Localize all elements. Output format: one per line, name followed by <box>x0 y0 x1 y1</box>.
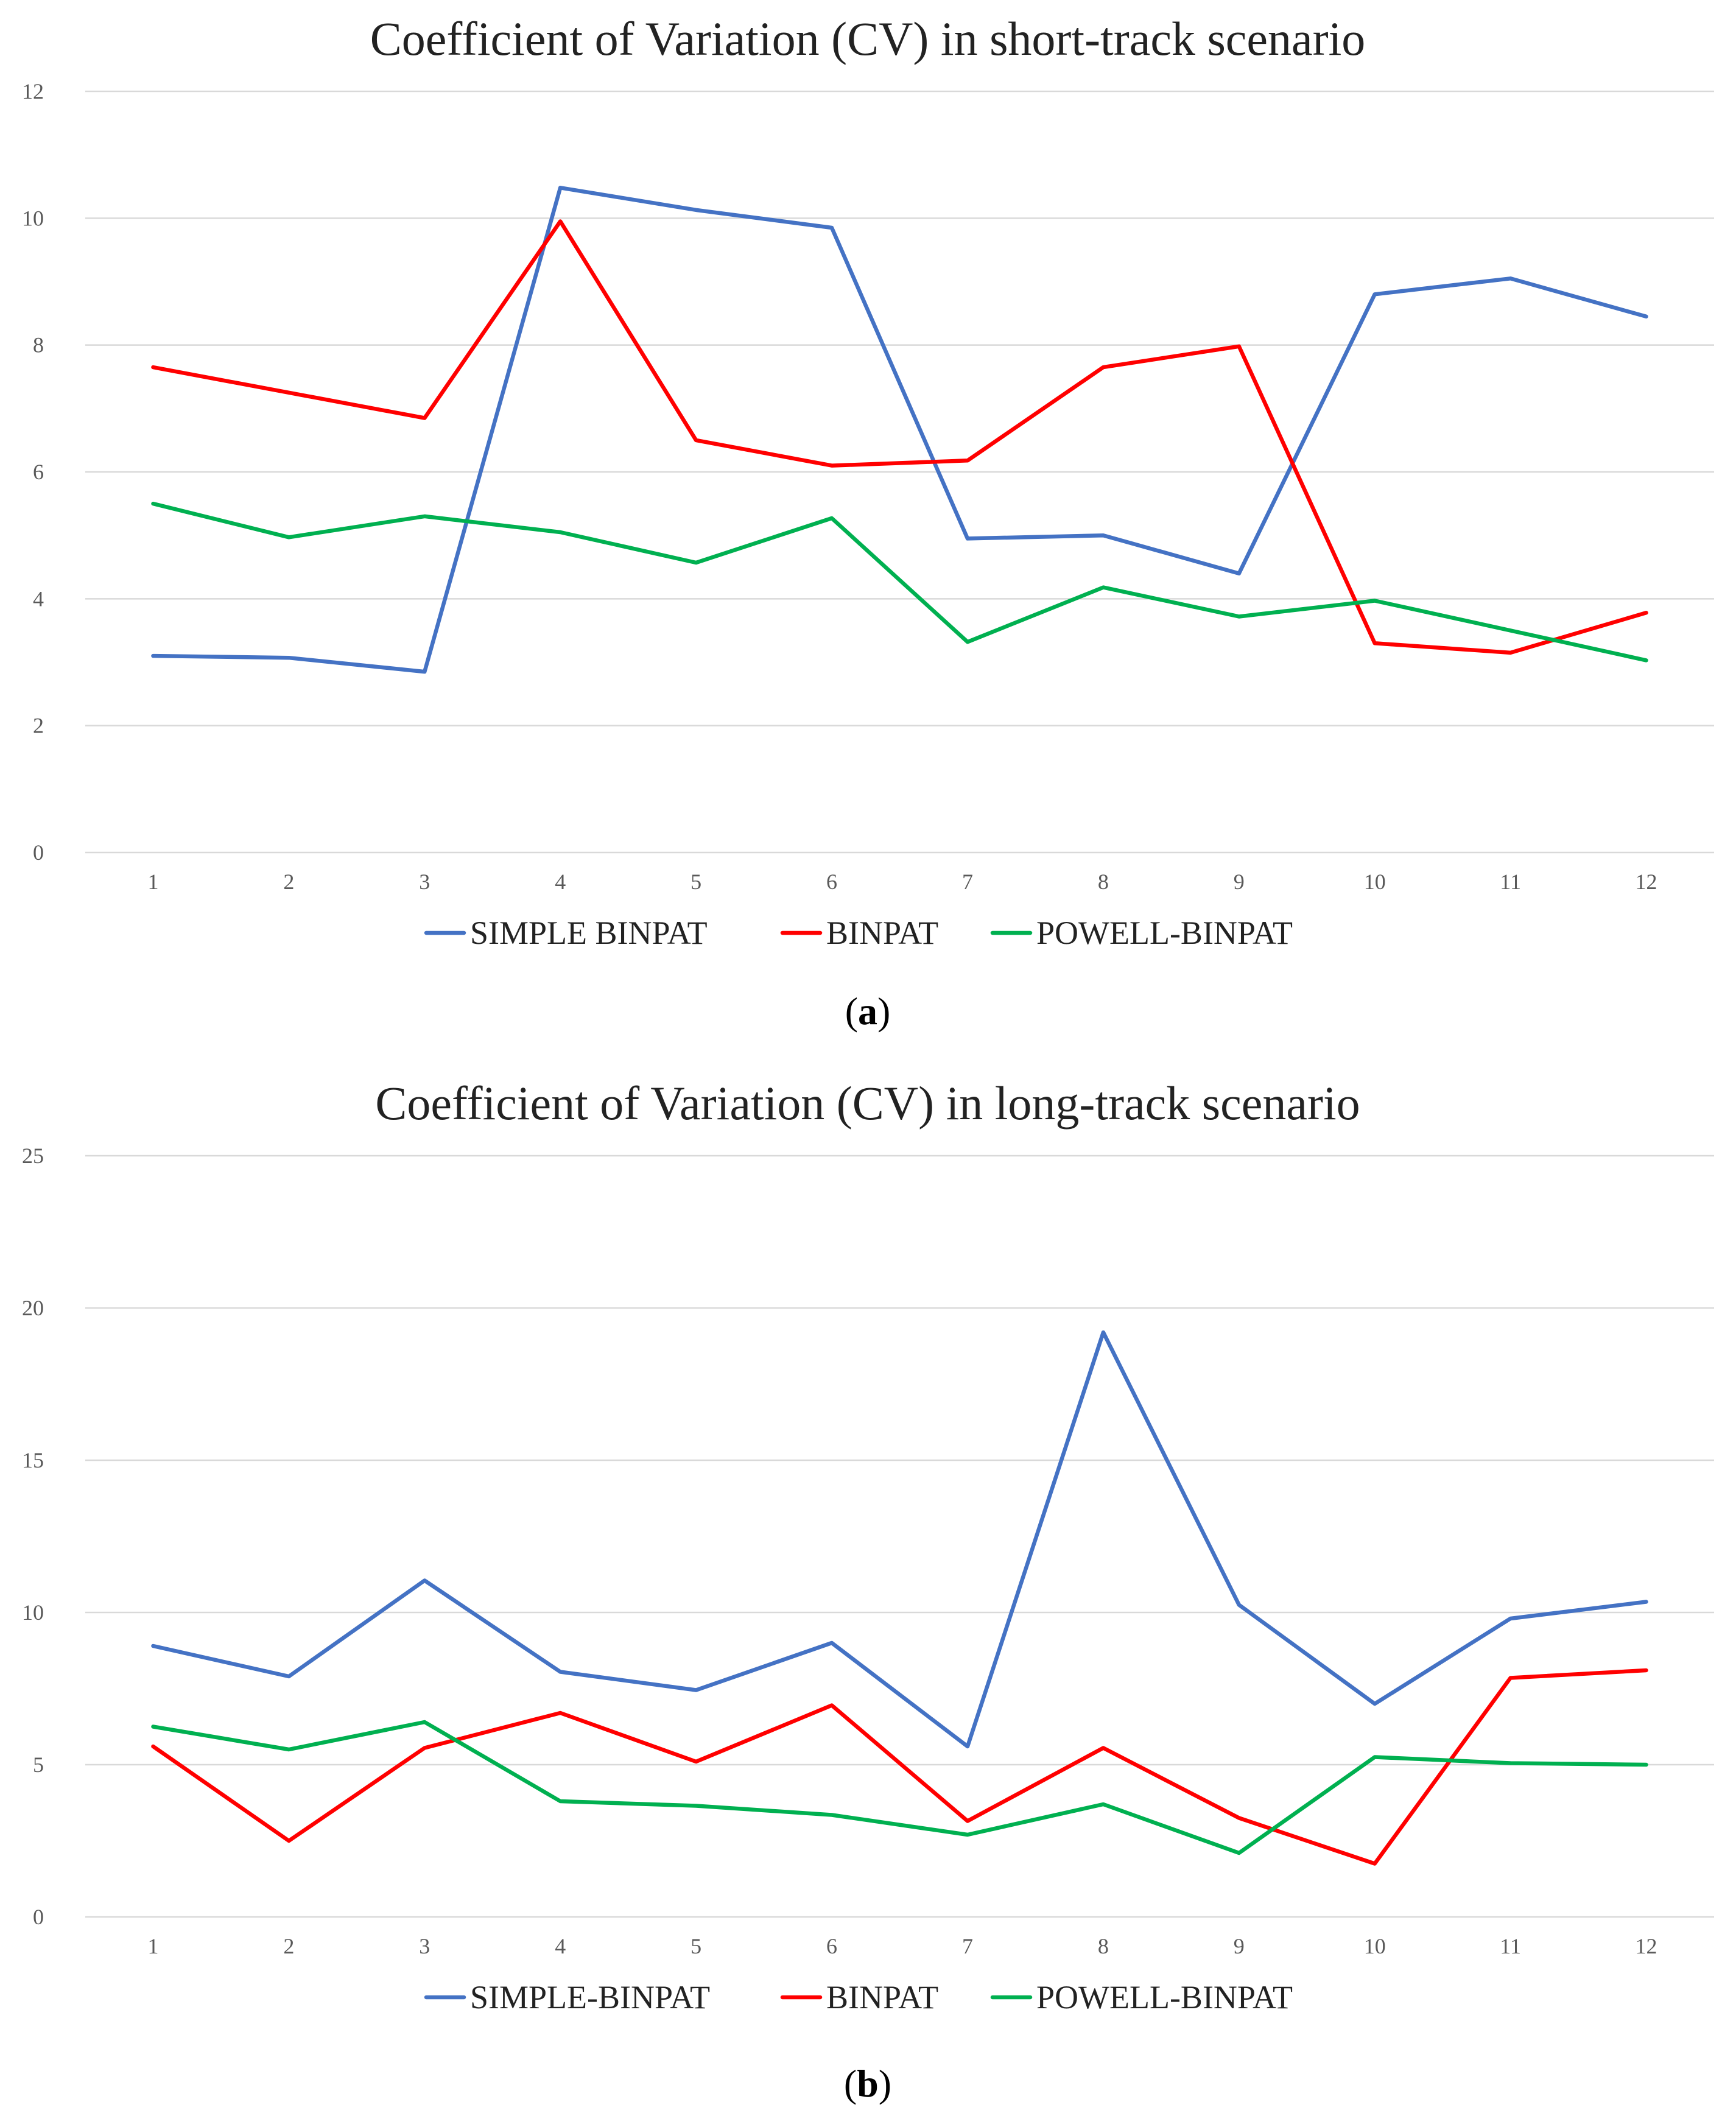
chart-a-y-tick-label: 4 <box>33 586 44 611</box>
chart-a-legend-label: BINPAT <box>826 915 938 951</box>
chart-a-y-tick-label: 0 <box>33 840 44 865</box>
chart-b-series <box>151 1330 1648 1866</box>
chart-b-y-tick-label: 0 <box>33 1905 44 1929</box>
chart-a-gridlines <box>85 90 1714 854</box>
chart-b-y-tick-label: 5 <box>33 1753 44 1777</box>
chart-a-legend-label: SIMPLE BINPAT <box>470 915 708 951</box>
chart-a-y-tick-label: 8 <box>33 333 44 357</box>
chart-a-y-axis: 0 2 4 6 8 10 12 <box>22 79 44 865</box>
chart-b-y-tick-label: 10 <box>22 1600 44 1625</box>
chart-b-x-tick-label: 9 <box>1234 1934 1245 1958</box>
chart-a-series <box>151 186 1648 674</box>
chart-a-y-tick-label: 10 <box>22 206 44 230</box>
chart-a-x-tick-label: 10 <box>1364 870 1386 894</box>
chart-b-legend: SIMPLE-BINPAT BINPAT POWELL-BINPAT <box>424 1979 1293 2016</box>
chart-a-legend: SIMPLE BINPAT BINPAT POWELL-BINPAT <box>424 915 1293 951</box>
chart-b-x-tick-label: 4 <box>555 1934 566 1958</box>
chart-a-series-binpat <box>151 219 1648 655</box>
chart-a-x-tick-label: 1 <box>147 870 158 894</box>
chart-b-x-tick-label: 12 <box>1636 1934 1657 1958</box>
chart-b-legend-item-simple-binpat: SIMPLE-BINPAT <box>424 1979 710 2016</box>
chart-b-legend-item-binpat: BINPAT <box>780 1979 938 2016</box>
chart-b-x-tick-label: 7 <box>962 1934 973 1958</box>
chart-b-gridlines <box>85 1155 1714 1918</box>
chart-a-x-tick-label: 6 <box>826 870 837 894</box>
chart-a-series-powell-binpat <box>151 501 1648 663</box>
chart-b-x-tick-label: 5 <box>691 1934 701 1958</box>
chart-b-legend-label: SIMPLE-BINPAT <box>470 1979 710 2016</box>
chart-b-series-binpat <box>151 1668 1648 1866</box>
chart-a-legend-item-binpat: BINPAT <box>780 915 938 951</box>
chart-b-legend-label: BINPAT <box>826 1979 938 2016</box>
chart-a-x-tick-label: 3 <box>419 870 430 894</box>
chart-a-y-tick-label: 12 <box>22 79 44 104</box>
chart-a-x-tick-label: 2 <box>283 870 294 894</box>
chart-b-x-tick-label: 8 <box>1098 1934 1109 1958</box>
chart-a-x-tick-label: 7 <box>962 870 973 894</box>
chart-b-x-tick-label: 1 <box>147 1934 158 1958</box>
chart-a-x-tick-label: 11 <box>1500 870 1521 894</box>
chart-a-legend-item-powell-binpat: POWELL-BINPAT <box>990 915 1293 951</box>
chart-a-y-tick-label: 6 <box>33 460 44 484</box>
chart-b-x-tick-label: 11 <box>1500 1934 1521 1958</box>
chart-b-legend-item-powell-binpat: POWELL-BINPAT <box>990 1979 1293 2016</box>
chart-b-x-axis: 1 2 3 4 5 6 7 8 9 10 11 12 <box>147 1934 1657 1958</box>
chart-b-panel-label: (b) <box>844 2062 891 2105</box>
chart-b: Coefficient of Variation (CV) in long-tr… <box>22 1077 1714 2105</box>
chart-b-series-powell-binpat <box>151 1720 1648 1855</box>
chart-b-x-tick-label: 6 <box>826 1934 837 1958</box>
chart-a-series-simple-binpat <box>151 186 1648 674</box>
chart-a-x-tick-label: 8 <box>1098 870 1109 894</box>
chart-a-legend-item-simple-binpat: SIMPLE BINPAT <box>424 915 708 951</box>
chart-a-panel-label: (a) <box>845 990 891 1033</box>
chart-b-x-tick-label: 3 <box>419 1934 430 1958</box>
chart-a-legend-label: POWELL-BINPAT <box>1036 915 1293 951</box>
chart-b-series-simple-binpat <box>151 1330 1648 1749</box>
chart-a-x-tick-label: 9 <box>1234 870 1245 894</box>
chart-a: Coefficient of Variation (CV) in short-t… <box>22 12 1714 1033</box>
chart-b-y-tick-label: 15 <box>22 1448 44 1472</box>
chart-a-x-tick-label: 5 <box>691 870 701 894</box>
chart-b-y-tick-label: 25 <box>22 1144 44 1168</box>
chart-b-title: Coefficient of Variation (CV) in long-tr… <box>375 1077 1360 1130</box>
chart-b-x-tick-label: 10 <box>1364 1934 1386 1958</box>
chart-a-title: Coefficient of Variation (CV) in short-t… <box>370 12 1366 65</box>
chart-b-x-tick-label: 2 <box>283 1934 294 1958</box>
chart-b-y-axis: 0 5 10 15 20 25 <box>22 1144 44 1929</box>
chart-b-legend-label: POWELL-BINPAT <box>1036 1979 1293 2016</box>
chart-a-x-axis: 1 2 3 4 5 6 7 8 9 10 11 12 <box>147 870 1657 894</box>
chart-b-y-tick-label: 20 <box>22 1296 44 1320</box>
chart-a-x-tick-label: 4 <box>555 870 566 894</box>
chart-a-x-tick-label: 12 <box>1636 870 1657 894</box>
chart-a-y-tick-label: 2 <box>33 714 44 738</box>
